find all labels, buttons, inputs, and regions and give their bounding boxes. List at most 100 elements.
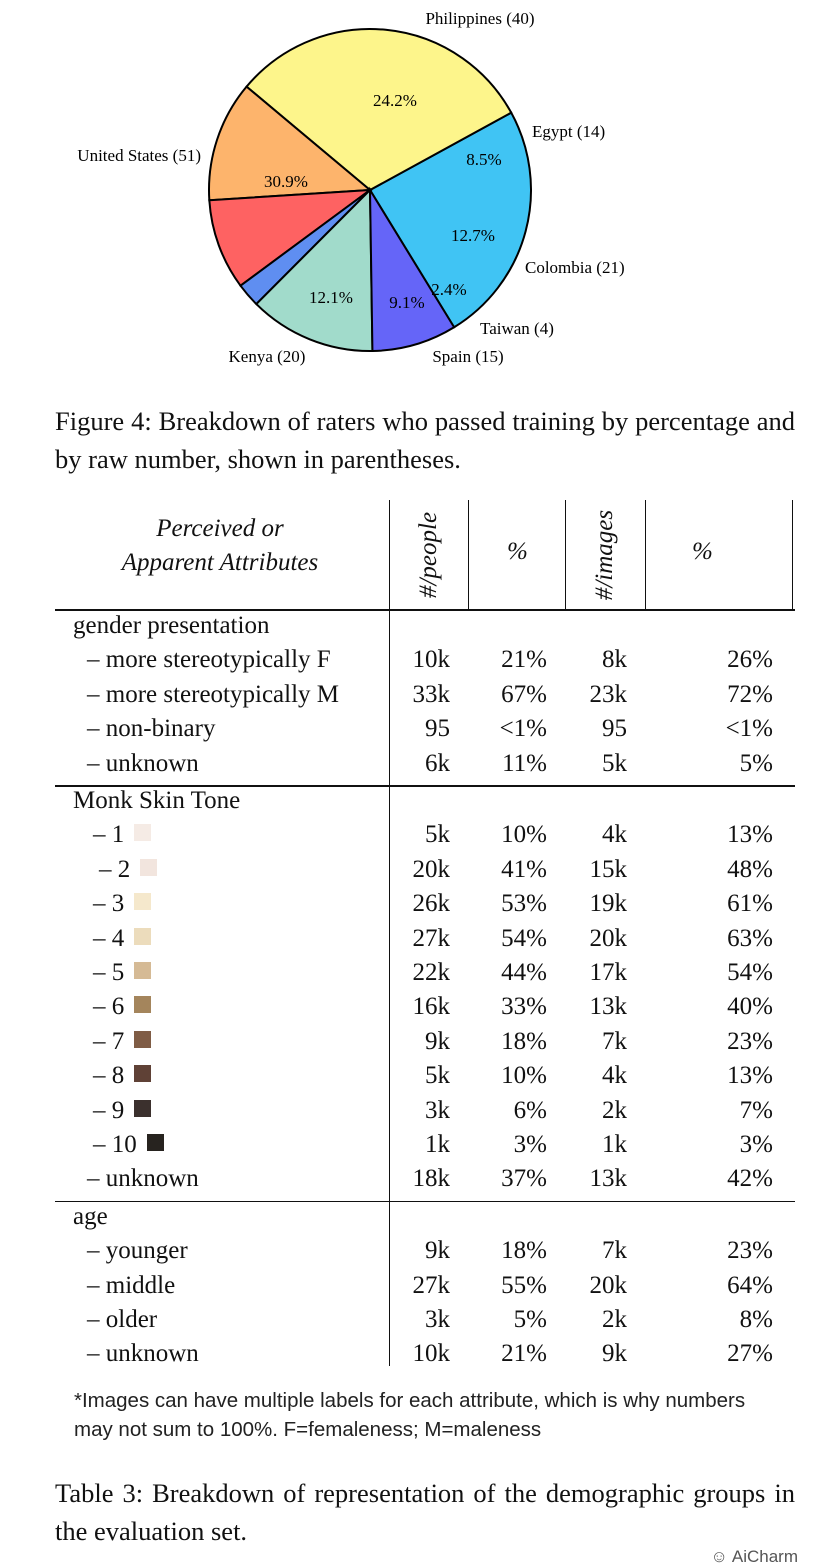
pie-slice-label: Egypt (14) xyxy=(532,122,605,141)
table-row: – non-binary 95 <1% 95 <1% xyxy=(55,715,795,749)
cell-images-pct: 42% xyxy=(727,1165,773,1193)
cell-images: 7k xyxy=(602,1027,627,1055)
pie-chart: Philippines (40) 24.2% United States (51) 3… xyxy=(0,0,828,380)
table-vline-2 xyxy=(468,500,469,610)
wechat-icon: ☺ xyxy=(710,1547,728,1566)
header-images: #/images xyxy=(585,502,625,608)
table-footnote: *Images can have multiple labels for eac… xyxy=(74,1389,746,1441)
cell-images: 7k xyxy=(602,1237,627,1265)
row-label: – unknown xyxy=(87,1340,199,1368)
pie-slice-percent: 12.7% xyxy=(451,226,495,245)
cell-images-pct: <1% xyxy=(725,715,773,743)
cell-images-pct: 54% xyxy=(727,959,773,986)
pie-slice-label: Spain (15) xyxy=(432,347,503,366)
cell-images-pct: 26% xyxy=(727,646,773,674)
header-attr-line2: Apparent Attributes xyxy=(121,549,319,576)
skin-tone-swatch xyxy=(140,858,158,876)
cell-people: 9k xyxy=(425,1237,450,1265)
pie-slice xyxy=(368,186,456,352)
table-row: – unknown 18k 37% 13k 42% xyxy=(55,1165,795,1199)
cell-images-pct: 5% xyxy=(739,749,773,777)
cell-images-pct: 8% xyxy=(739,1306,773,1333)
cell-images: 2k xyxy=(602,1096,627,1124)
cell-people-pct: 18% xyxy=(501,1027,547,1055)
pie-slice-percent: 24.2% xyxy=(373,91,417,110)
cell-people: 3k xyxy=(425,1306,450,1333)
cell-people-pct: 21% xyxy=(501,1340,547,1368)
cell-images-pct: 61% xyxy=(727,890,773,918)
cell-people-pct: 44% xyxy=(501,959,547,986)
cell-people: 33k xyxy=(412,680,451,708)
cell-images-pct: 48% xyxy=(727,855,773,883)
table-row: – middle 27k 55% 20k 64% xyxy=(55,1272,795,1306)
cell-images: 13k xyxy=(589,1165,628,1193)
cell-people: 9k xyxy=(425,1027,450,1055)
cell-people-pct: 6% xyxy=(513,1096,547,1124)
table-vline-5 xyxy=(792,500,793,610)
row-label: – 2 xyxy=(99,855,131,883)
table-caption: Table 3: Breakdown of representation of … xyxy=(55,1478,795,1546)
cell-people-pct: 41% xyxy=(501,855,547,883)
cell-people-pct: 3% xyxy=(513,1131,547,1158)
pie-slice xyxy=(368,111,532,329)
section-title-label: Monk Skin Tone xyxy=(73,787,241,814)
pie-slice-label: Taiwan (4) xyxy=(480,319,554,338)
pie-slice-label: United States (51) xyxy=(77,146,201,165)
skin-tone-swatch xyxy=(134,927,152,945)
cell-images: 20k xyxy=(589,1271,628,1299)
skin-tone-swatch xyxy=(146,1134,164,1151)
pie-slice-label: Kenya (20) xyxy=(229,347,306,366)
cell-images-pct: 23% xyxy=(727,1027,773,1055)
cell-people-pct: 53% xyxy=(501,890,547,918)
row-label: – unknown xyxy=(87,1165,199,1193)
pie-slice xyxy=(245,28,513,192)
row-label: – older xyxy=(87,1306,158,1333)
table-row: – 10 1k 3% 1k 3% xyxy=(55,1131,795,1165)
table-section-title: age xyxy=(55,1203,795,1237)
cell-images: 8k xyxy=(602,646,627,674)
cell-images-pct: 7% xyxy=(739,1096,773,1124)
header-images-pct: % xyxy=(692,538,713,565)
cell-images-pct: 3% xyxy=(739,1131,773,1158)
row-label: – 5 xyxy=(93,959,125,986)
cell-images: 20k xyxy=(589,924,628,952)
table-vline-1 xyxy=(389,500,390,1366)
section-title-label: gender presentation xyxy=(73,612,270,639)
row-label: – 4 xyxy=(93,924,125,952)
cell-people: 6k xyxy=(425,749,450,777)
header-people-label: #/people xyxy=(415,511,442,599)
row-label: – 9 xyxy=(93,1096,125,1124)
pie-chart-svg: Philippines (40) 24.2% United States (51) 3… xyxy=(77,9,624,366)
table-row: – younger 9k 18% 7k 23% xyxy=(55,1237,795,1271)
pie-slice-percent: 12.1% xyxy=(309,288,353,307)
table-vline-3 xyxy=(565,500,566,610)
cell-images-pct: 27% xyxy=(727,1340,773,1368)
cell-images-pct: 13% xyxy=(727,821,773,849)
row-label: – more stereotypically M xyxy=(87,680,340,708)
pie-slice xyxy=(208,85,373,202)
table-hline-header xyxy=(55,609,795,611)
cell-images: 23k xyxy=(589,680,628,708)
table-section-divider xyxy=(55,785,795,787)
cell-people: 10k xyxy=(412,1340,451,1368)
row-label: – 8 xyxy=(93,1062,125,1090)
cell-images: 9k xyxy=(602,1340,627,1368)
cell-people-pct: 67% xyxy=(501,680,547,708)
skin-tone-swatch xyxy=(134,1099,152,1117)
cell-people-pct: 11% xyxy=(502,749,547,777)
table-section-divider xyxy=(55,1200,795,1203)
table-row: – 5 22k 44% 17k 54% xyxy=(55,959,795,993)
cell-people-pct: 37% xyxy=(501,1165,547,1193)
table-row: – more stereotypically M 33k 67% 23k 72% xyxy=(55,681,795,715)
cell-people: 20k xyxy=(412,855,451,883)
table-vline-4 xyxy=(645,500,646,610)
cell-people-pct: 5% xyxy=(513,1306,547,1333)
header-people-pct: % xyxy=(507,538,528,565)
cell-images: 4k xyxy=(602,821,627,849)
table-row: – 8 5k 10% 4k 13% xyxy=(55,1062,795,1096)
table-row: – 7 9k 18% 7k 23% xyxy=(55,1028,795,1062)
cell-people: 5k xyxy=(425,821,450,849)
cell-people: 27k xyxy=(412,1271,451,1299)
cell-images: 15k xyxy=(589,855,628,883)
cell-people: 5k xyxy=(425,1062,450,1090)
